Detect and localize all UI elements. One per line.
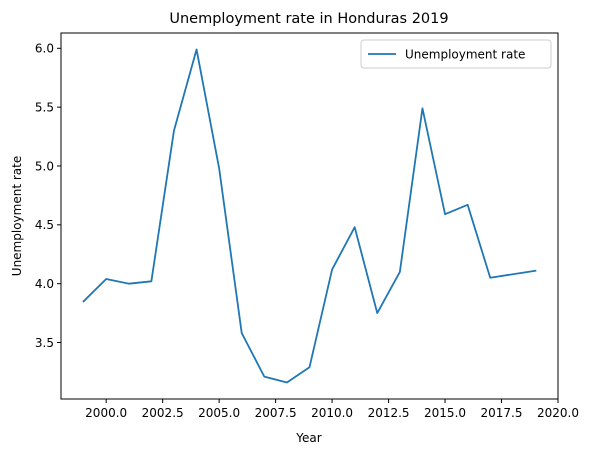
x-tick-label-2020-0: 2020.0 (537, 406, 579, 420)
data-point-2014 (421, 107, 424, 110)
legend-box (360, 39, 552, 69)
series-line-unemployment-rate (82, 48, 537, 384)
y-tick-label-4-5: 4.5 (35, 218, 54, 232)
data-point-2004 (195, 48, 198, 51)
data-point-2002 (150, 280, 153, 283)
data-point-2019 (534, 269, 537, 272)
data-point-2015 (444, 213, 447, 216)
plot-area-frame (60, 32, 559, 400)
chart-title: Unemployment rate in Honduras 2019 (169, 11, 448, 27)
data-point-2001 (127, 282, 130, 285)
data-point-2011 (353, 226, 356, 229)
y-tick-label-4-0: 4.0 (35, 277, 54, 291)
x-tick-label-2002-5: 2002.5 (142, 406, 184, 420)
y-tick-label-5-0: 5.0 (35, 159, 54, 173)
data-point-2013 (398, 270, 401, 273)
x-axis-ticks: 2000.0 2002.5 2005.0 2007.5 2010.0 2012.5 2015… (85, 399, 579, 420)
data-point-2012 (376, 312, 379, 315)
y-axis-ticks: 3.5 4.0 4.5 5.0 5.5 6.0 (35, 42, 61, 350)
x-tick-label-2000-0: 2000.0 (85, 406, 127, 420)
y-axis-label: Unemployment rate (10, 156, 24, 276)
x-axis-label: Year (295, 431, 321, 445)
data-point-2016 (466, 203, 469, 206)
x-tick-label-2007-5: 2007.5 (255, 406, 297, 420)
x-tick-label-2012-5: 2012.5 (368, 406, 410, 420)
y-tick-label-3-5: 3.5 (35, 336, 54, 350)
data-point-2007 (263, 375, 266, 378)
data-point-2009 (308, 366, 311, 369)
data-point-2005 (218, 167, 221, 170)
data-point-2008 (285, 381, 288, 384)
data-point-2003 (172, 129, 175, 132)
x-tick-label-2010-0: 2010.0 (311, 406, 353, 420)
series-layer (82, 48, 537, 384)
x-tick-label-2005-0: 2005.0 (198, 406, 240, 420)
data-point-2017 (489, 276, 492, 279)
y-tick-label-5-5: 5.5 (35, 100, 54, 114)
legend-label-unemployment-rate: Unemployment rate (405, 48, 525, 62)
y-tick-label-6-0: 6.0 (35, 42, 54, 56)
x-tick-label-2017-5: 2017.5 (481, 406, 523, 420)
x-tick-label-2015-0: 2015.0 (424, 406, 466, 420)
data-point-2010 (331, 268, 334, 271)
data-point-1999 (82, 300, 85, 303)
data-point-2006 (240, 332, 243, 335)
data-point-2000 (105, 277, 108, 280)
legend: Unemployment rate (360, 39, 552, 69)
